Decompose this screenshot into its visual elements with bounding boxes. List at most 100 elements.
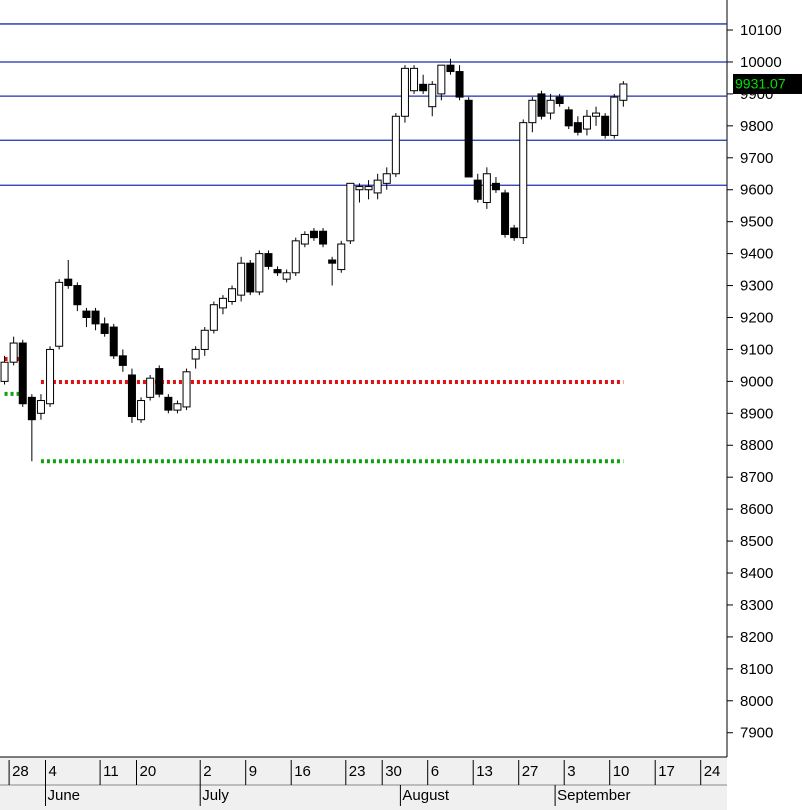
y-tick-label: 9400 [740,246,773,263]
candle-body [273,269,282,274]
candle-body [109,326,118,357]
candle-body [218,297,227,309]
candle-body [300,233,309,245]
x-tick-label: 20 [140,763,157,780]
candle-body [346,182,355,242]
candle-body [36,400,45,414]
candle-body [364,186,373,191]
candle-body [482,173,491,204]
x-tick-label: 13 [476,763,493,780]
candle-body [501,192,510,235]
candle-body [619,83,628,101]
y-tick-label: 8000 [740,693,773,710]
candle-body [209,304,218,331]
candle-body [328,259,337,264]
candle-body [137,400,146,421]
candle-body [373,179,382,194]
y-tick-label: 8900 [740,405,773,422]
candle-body [264,253,273,267]
x-tick-label: 6 [431,763,439,780]
x-tick-label: 3 [567,763,575,780]
candle-body [446,64,455,73]
x-tick-label: 28 [12,763,29,780]
y-tick-label: 8300 [740,597,773,614]
candle-body [182,371,191,408]
month-label: July [202,787,229,804]
y-tick-label: 10100 [740,22,782,39]
y-tick-label: 8700 [740,469,773,486]
candle-body [27,396,36,421]
candle-body [46,348,55,405]
candle-body [582,115,591,130]
candle-body [64,278,73,287]
candle-body [391,115,400,175]
month-label: September [557,787,630,804]
month-label: August [402,787,450,804]
y-tick-label: 9700 [740,150,773,167]
x-tick-label: 11 [103,763,119,780]
candle-body [282,272,291,280]
candle-body [537,93,546,117]
x-tick-label: 4 [49,763,57,780]
y-tick-label: 8600 [740,501,773,518]
y-tick-label: 9200 [740,309,773,326]
candle-body [82,310,91,318]
x-tick-label: 9 [249,763,257,780]
candle-body [601,115,610,136]
candle-body [528,99,537,124]
y-tick-label: 10000 [740,54,782,71]
candle-body [519,122,528,239]
y-tick-label: 8100 [740,661,773,678]
candle-body [155,368,164,395]
x-tick-label: 30 [385,763,402,780]
y-tick-label: 8500 [740,533,773,550]
y-tick-label: 8400 [740,565,773,582]
y-tick-label: 9800 [740,118,773,135]
y-tick-label: 9000 [740,373,773,390]
candle-body [410,67,419,92]
candle-body [491,182,500,191]
candle-body [55,281,64,347]
candle-body [464,99,473,178]
candle-body [510,227,519,239]
y-tick-label: 9600 [740,182,773,199]
candle-body [400,67,409,117]
candle-body [610,96,619,136]
candle-body [309,230,318,239]
candle-body [18,342,27,405]
candle-body [382,173,391,184]
candle-body [355,186,364,191]
y-tick-label: 9300 [740,278,773,295]
x-axis-strip [0,757,727,810]
candle-body [127,374,136,418]
x-tick-label: 17 [658,763,675,780]
y-tick-label: 9100 [740,341,773,358]
candle-body [200,329,209,350]
candle-body [0,361,9,382]
candle-body [546,99,555,114]
last-price-label: 9931.07 [735,76,786,92]
candle-body [473,179,482,200]
candle-body [573,122,582,133]
candle-body [146,377,155,398]
y-tick-label: 8800 [740,437,773,454]
candle-body [173,403,182,411]
candle-body [592,112,601,117]
x-tick-label: 10 [613,763,630,780]
y-tick-label: 9500 [740,214,773,231]
candle-body [73,285,82,306]
x-tick-label: 24 [704,763,721,780]
candle-body [191,348,200,360]
candle-body [91,310,100,325]
x-tick-label: 16 [294,763,311,780]
x-tick-label: 23 [349,763,366,780]
candle-body [419,83,428,92]
candle-body [437,64,446,95]
candle-body [228,288,237,303]
candle-body [291,240,300,274]
candle-body [255,253,264,293]
candle-body [237,262,246,296]
candle-body [319,230,328,245]
y-tick-label: 8200 [740,629,773,646]
